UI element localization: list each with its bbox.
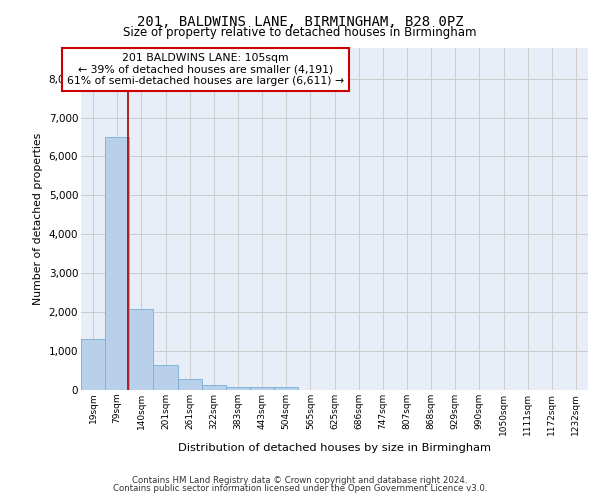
Bar xyxy=(154,364,178,390)
Text: 201 BALDWINS LANE: 105sqm
← 39% of detached houses are smaller (4,191)
61% of se: 201 BALDWINS LANE: 105sqm ← 39% of detac… xyxy=(67,52,344,86)
X-axis label: Distribution of detached houses by size in Birmingham: Distribution of detached houses by size … xyxy=(178,443,491,453)
Bar xyxy=(202,384,226,390)
Bar xyxy=(226,387,250,390)
Text: Contains public sector information licensed under the Open Government Licence v3: Contains public sector information licen… xyxy=(113,484,487,493)
Y-axis label: Number of detached properties: Number of detached properties xyxy=(33,132,43,305)
Bar xyxy=(129,310,154,390)
Text: Size of property relative to detached houses in Birmingham: Size of property relative to detached ho… xyxy=(123,26,477,39)
Bar xyxy=(250,388,274,390)
Bar xyxy=(81,339,105,390)
Bar xyxy=(105,138,129,390)
Text: Contains HM Land Registry data © Crown copyright and database right 2024.: Contains HM Land Registry data © Crown c… xyxy=(132,476,468,485)
Text: 201, BALDWINS LANE, BIRMINGHAM, B28 0PZ: 201, BALDWINS LANE, BIRMINGHAM, B28 0PZ xyxy=(137,15,463,29)
Bar xyxy=(178,378,202,390)
Bar xyxy=(274,387,298,390)
